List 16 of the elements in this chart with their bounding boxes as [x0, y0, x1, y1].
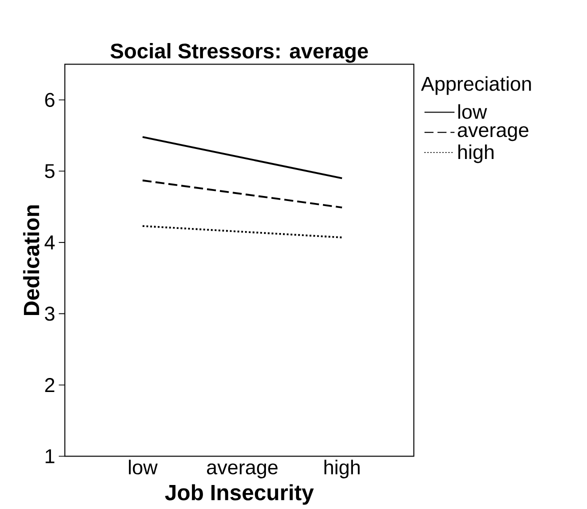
y-tick-label: 1 [46, 449, 54, 464]
y-tick-label: 4 [44, 236, 55, 250]
legend-label: average [458, 126, 528, 142]
y-axis-title: Dedication [23, 205, 40, 316]
legend-label: low [458, 104, 488, 119]
legend-title: Appreciation [421, 76, 531, 95]
x-tick-label: high [324, 460, 360, 478]
y-tick-label: 2 [45, 378, 54, 392]
x-tick-label: low [128, 460, 158, 474]
chart-title: Social Stressors: average [110, 43, 368, 63]
x-axis-title: Job Insecurity [165, 484, 314, 505]
y-tick-label: 5 [44, 164, 54, 178]
y-tick-label: 6 [45, 92, 54, 107]
legend-label: high [458, 144, 494, 164]
x-tick-label: average [207, 463, 278, 478]
y-tick-label: 3 [44, 306, 54, 321]
